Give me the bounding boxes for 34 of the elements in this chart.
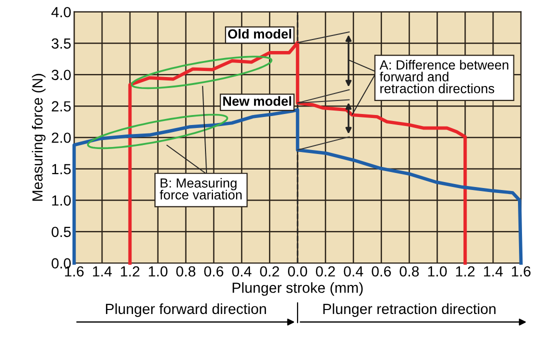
annotation: A: Difference between forward and retraction directions xyxy=(380,60,508,94)
y-tick-label: 0.0 xyxy=(52,258,71,268)
x-tick-label: 0.4 xyxy=(232,266,252,277)
x-tick-label: 1.0 xyxy=(428,266,447,277)
x-tick-label: 0.6 xyxy=(372,266,391,277)
x-tick-label: 1.4 xyxy=(484,266,503,276)
x-tick-label: 0.0 xyxy=(288,266,308,277)
y-tick-label: 4.0 xyxy=(51,6,71,18)
y-tick-label: 3.5 xyxy=(52,38,71,49)
y-tick-label: 2.0 xyxy=(52,132,71,143)
text: Plunger forward direction xyxy=(106,303,266,317)
y-tick-label: 1.0 xyxy=(52,195,71,206)
series-label: Old model xyxy=(228,28,292,39)
y-tick-label: 3.0 xyxy=(52,70,71,80)
y-axis-title: Measuring force (N) xyxy=(32,74,46,201)
x-tick-label: 1.6 xyxy=(65,266,84,277)
x-tick-label: 0.6 xyxy=(204,266,224,277)
y-tick-label: 0.5 xyxy=(52,226,71,238)
x-tick-label: 1.4 xyxy=(93,266,112,276)
x-axis-title: Plunger stroke (mm) xyxy=(232,282,363,296)
text: Plunger retraction direction xyxy=(323,303,496,317)
x-tick-label: 0.2 xyxy=(316,266,335,277)
x-tick-label: 0.8 xyxy=(176,266,196,277)
x-tick-label: 1.2 xyxy=(456,266,475,276)
series-label: New model xyxy=(223,96,292,106)
x-tick-label: 0.2 xyxy=(260,266,280,277)
x-tick-label: 1.0 xyxy=(148,266,168,277)
x-tick-label: 0.8 xyxy=(400,266,419,277)
x-tick-label: 0.4 xyxy=(344,266,364,277)
y-tick-label: 1.5 xyxy=(52,164,71,174)
annotation: B: Measuring force variation xyxy=(160,178,242,200)
x-tick-label: 1.2 xyxy=(120,266,140,276)
x-tick-label: 1.6 xyxy=(512,266,530,277)
y-tick-label: 2.5 xyxy=(52,101,71,112)
